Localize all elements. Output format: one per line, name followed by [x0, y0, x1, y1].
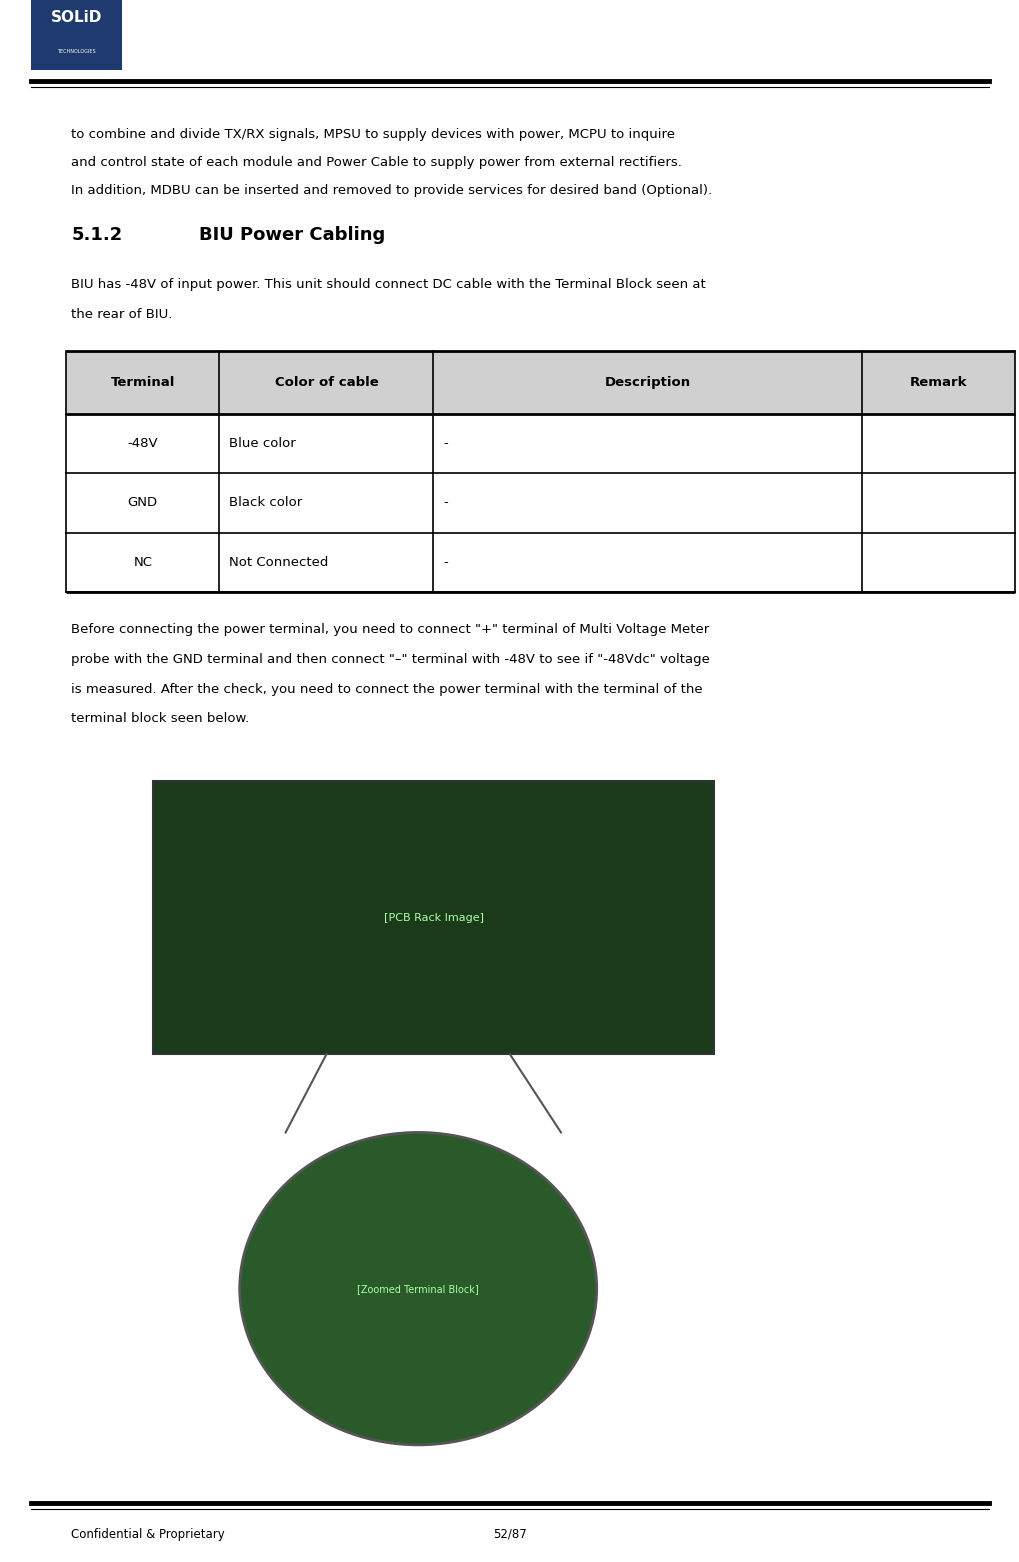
Text: -: -	[443, 437, 448, 450]
Text: is measured. After the check, you need to connect the power terminal with the te: is measured. After the check, you need t…	[71, 683, 702, 695]
Text: -: -	[443, 556, 448, 569]
Text: 52/87: 52/87	[492, 1528, 527, 1540]
Text: NC: NC	[133, 556, 152, 569]
Text: [PCB Rack Image]: [PCB Rack Image]	[383, 912, 483, 923]
Text: the rear of BIU.: the rear of BIU.	[71, 308, 172, 320]
Text: Color of cable: Color of cable	[274, 376, 378, 389]
Ellipse shape	[239, 1132, 596, 1445]
Text: In addition, MDBU can be inserted and removed to provide services for desired ba: In addition, MDBU can be inserted and re…	[71, 184, 712, 197]
Text: GND: GND	[127, 497, 158, 509]
Text: to combine and divide TX/RX signals, MPSU to supply devices with power, MCPU to : to combine and divide TX/RX signals, MPS…	[71, 128, 675, 141]
Text: SOLiD: SOLiD	[51, 9, 102, 25]
Text: Before connecting the power terminal, you need to connect "+" terminal of Multi : Before connecting the power terminal, yo…	[71, 623, 709, 636]
FancyBboxPatch shape	[31, 0, 122, 70]
FancyBboxPatch shape	[153, 781, 713, 1054]
Text: BIU Power Cabling: BIU Power Cabling	[199, 226, 385, 245]
Text: and control state of each module and Power Cable to supply power from external r: and control state of each module and Pow…	[71, 156, 682, 169]
Text: Remark: Remark	[909, 376, 966, 389]
Text: Terminal: Terminal	[110, 376, 175, 389]
Text: 5.1.2: 5.1.2	[71, 226, 122, 245]
Text: Black color: Black color	[229, 497, 303, 509]
Text: TECHNOLOGIES: TECHNOLOGIES	[57, 48, 96, 55]
Text: terminal block seen below.: terminal block seen below.	[71, 712, 250, 725]
FancyBboxPatch shape	[66, 351, 1014, 414]
Text: BIU has -48V of input power. This unit should connect DC cable with the Terminal: BIU has -48V of input power. This unit s…	[71, 278, 705, 291]
Text: -: -	[443, 497, 448, 509]
Text: -48V: -48V	[127, 437, 158, 450]
Text: Confidential & Proprietary: Confidential & Proprietary	[71, 1528, 225, 1540]
Text: Blue color: Blue color	[229, 437, 296, 450]
Text: Description: Description	[604, 376, 690, 389]
Text: [Zoomed Terminal Block]: [Zoomed Terminal Block]	[357, 1284, 479, 1293]
Text: probe with the GND terminal and then connect "–" terminal with -48V to see if "-: probe with the GND terminal and then con…	[71, 653, 709, 665]
Text: Not Connected: Not Connected	[229, 556, 328, 569]
